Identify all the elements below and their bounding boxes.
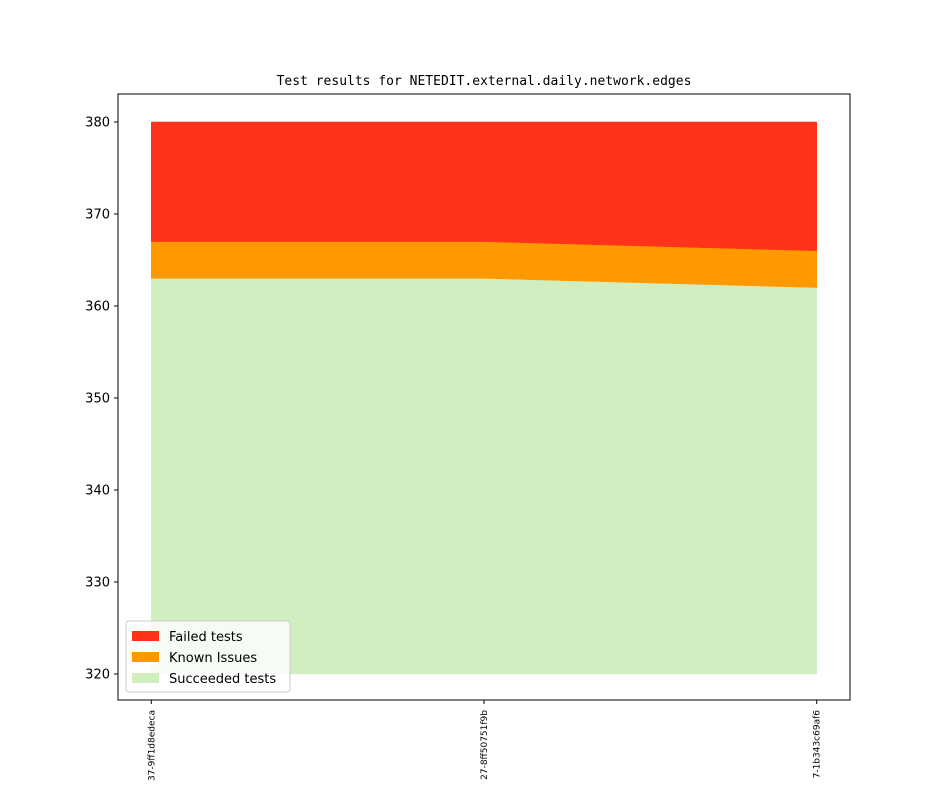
legend-swatch (132, 673, 159, 683)
legend-swatch (132, 631, 159, 641)
chart-title: Test results for NETEDIT.external.daily.… (277, 74, 692, 89)
x-tick-label: 7-1b343c69af6 (813, 710, 823, 779)
area (151, 278, 817, 675)
legend-box (125, 620, 291, 693)
y-tick-label: 380 (85, 115, 110, 130)
y-tick-label: 360 (85, 299, 110, 314)
legend-swatch (132, 652, 159, 662)
x-tick-label: 37-9ff1d8edeca (147, 710, 157, 781)
y-tick-label: 350 (85, 391, 110, 406)
y-tick-label: 370 (85, 207, 110, 222)
legend-label: Failed tests (169, 630, 243, 645)
legend: Failed tests Known Issues Succeeded tests (125, 620, 291, 693)
area (151, 121, 817, 252)
legend-label: Known Issues (169, 651, 257, 666)
legend-label: Succeeded tests (169, 672, 276, 687)
y-tick-label: 320 (85, 667, 110, 682)
y-tick-label: 340 (85, 483, 110, 498)
x-tick-label: 27-8ff50751f9b (480, 710, 490, 780)
y-tick-label: 330 (85, 575, 110, 590)
